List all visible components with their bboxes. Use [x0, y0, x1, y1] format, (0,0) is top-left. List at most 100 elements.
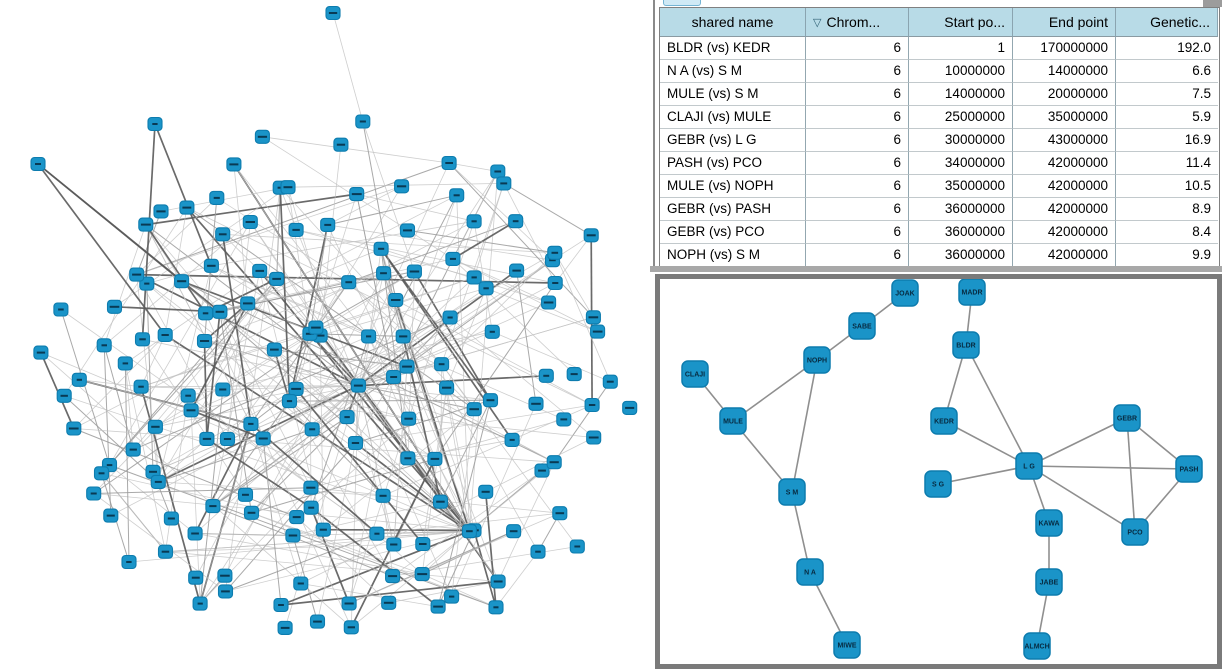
network-node[interactable] [585, 310, 601, 325]
network-node[interactable] [183, 403, 199, 418]
network-node[interactable] [188, 570, 204, 585]
network-node[interactable] [147, 116, 163, 132]
network-edge[interactable] [296, 516, 389, 604]
network-edge[interactable] [250, 423, 378, 535]
network-edge[interactable] [965, 344, 1030, 467]
network-edge[interactable] [101, 472, 297, 518]
network-node[interactable] [414, 567, 430, 582]
network-node-sabe[interactable]: SABE [848, 312, 876, 340]
network-node[interactable] [399, 359, 415, 374]
network-node[interactable] [490, 164, 506, 179]
network-node[interactable] [226, 157, 242, 172]
network-node[interactable] [490, 574, 506, 589]
network-node[interactable] [333, 137, 349, 152]
network-node[interactable] [53, 302, 69, 317]
network-edge[interactable] [145, 224, 252, 425]
network-node[interactable] [303, 500, 319, 515]
network-edge[interactable] [408, 418, 594, 438]
network-node[interactable] [203, 258, 219, 273]
network-edge[interactable] [380, 248, 404, 337]
network-edge[interactable] [393, 376, 555, 463]
network-node[interactable] [196, 333, 213, 349]
network-edge[interactable] [154, 123, 213, 267]
network-edge[interactable] [140, 334, 166, 387]
network-edge[interactable] [165, 544, 394, 553]
network-edge[interactable] [37, 163, 221, 313]
network-node[interactable] [394, 179, 410, 194]
network-edge[interactable] [354, 442, 470, 532]
network-node[interactable] [478, 281, 494, 296]
network-node[interactable] [293, 576, 309, 591]
network-edge[interactable] [407, 229, 555, 254]
table-row[interactable]: PASH (vs) PCO 6 34000000 42000000 11.4 [660, 152, 1219, 175]
network-node[interactable] [308, 320, 324, 335]
network-edge[interactable] [448, 162, 594, 318]
network-edge[interactable] [211, 265, 564, 420]
network-node[interactable] [386, 537, 402, 552]
network-node[interactable] [289, 510, 305, 525]
network-node-bldr[interactable]: BLDR [952, 331, 980, 359]
network-edge[interactable] [262, 438, 282, 606]
network-node[interactable] [361, 329, 377, 344]
network-node[interactable] [347, 435, 364, 451]
network-node[interactable] [566, 367, 582, 382]
network-edge[interactable] [60, 309, 110, 466]
network-node[interactable] [315, 522, 331, 537]
network-edge[interactable] [93, 487, 311, 494]
network-edge[interactable] [287, 187, 395, 545]
network-edge[interactable] [165, 395, 189, 552]
network-node[interactable] [445, 251, 461, 266]
network-edge[interactable] [73, 334, 166, 429]
network-edge[interactable] [212, 259, 553, 507]
network-edge[interactable] [451, 409, 475, 597]
network-node[interactable] [93, 466, 110, 481]
small-network-canvas[interactable]: JOAK MADR SABE BLDR NOPH CLAJI KEDR GEBR MULE L G… [660, 279, 1217, 664]
network-edge[interactable] [195, 388, 297, 578]
network-edge[interactable] [250, 423, 302, 584]
network-node[interactable] [341, 596, 357, 611]
network-edge[interactable] [262, 136, 450, 164]
network-edge[interactable] [158, 428, 313, 483]
network-node[interactable] [504, 432, 520, 447]
network-node[interactable] [237, 487, 254, 502]
network-node[interactable] [288, 222, 304, 237]
network-edge[interactable] [380, 248, 549, 303]
network-edge[interactable] [276, 187, 281, 279]
large-network-canvas[interactable] [0, 0, 655, 669]
network-edge[interactable] [109, 464, 497, 608]
network-edge[interactable] [357, 195, 458, 386]
network-edge[interactable] [1028, 465, 1136, 533]
network-edge[interactable] [155, 333, 311, 428]
network-edge[interactable] [63, 207, 188, 397]
column-header-0[interactable]: shared name [660, 8, 806, 37]
network-edge[interactable] [199, 389, 224, 604]
network-node[interactable] [277, 620, 293, 635]
network-edge[interactable] [317, 442, 356, 622]
network-edge[interactable] [110, 385, 359, 516]
network-edge[interactable] [441, 363, 475, 410]
network-node[interactable] [215, 382, 231, 397]
network-edge[interactable] [145, 224, 207, 314]
network-edge[interactable] [319, 144, 342, 336]
network-edge[interactable] [206, 438, 312, 509]
network-edge[interactable] [421, 530, 470, 575]
network-node-pco[interactable]: PCO [1121, 518, 1149, 546]
network-edge[interactable] [393, 258, 454, 378]
network-node[interactable] [584, 397, 600, 413]
network-edge[interactable] [93, 395, 189, 494]
network-node[interactable] [303, 480, 319, 495]
network-edge[interactable] [79, 379, 251, 425]
network-edge[interactable] [554, 252, 594, 318]
network-node[interactable] [449, 188, 465, 203]
network-edge[interactable] [495, 551, 539, 608]
table-horizontal-scrollbar[interactable] [650, 266, 1222, 272]
network-node[interactable] [586, 430, 602, 445]
network-edge[interactable] [943, 420, 1030, 467]
network-node[interactable] [569, 539, 585, 554]
network-edge[interactable] [124, 363, 134, 450]
network-edge[interactable] [125, 270, 260, 364]
network-edge[interactable] [356, 193, 475, 222]
network-edge[interactable] [315, 186, 402, 328]
network-edge[interactable] [395, 299, 593, 406]
network-edge[interactable] [368, 336, 475, 531]
